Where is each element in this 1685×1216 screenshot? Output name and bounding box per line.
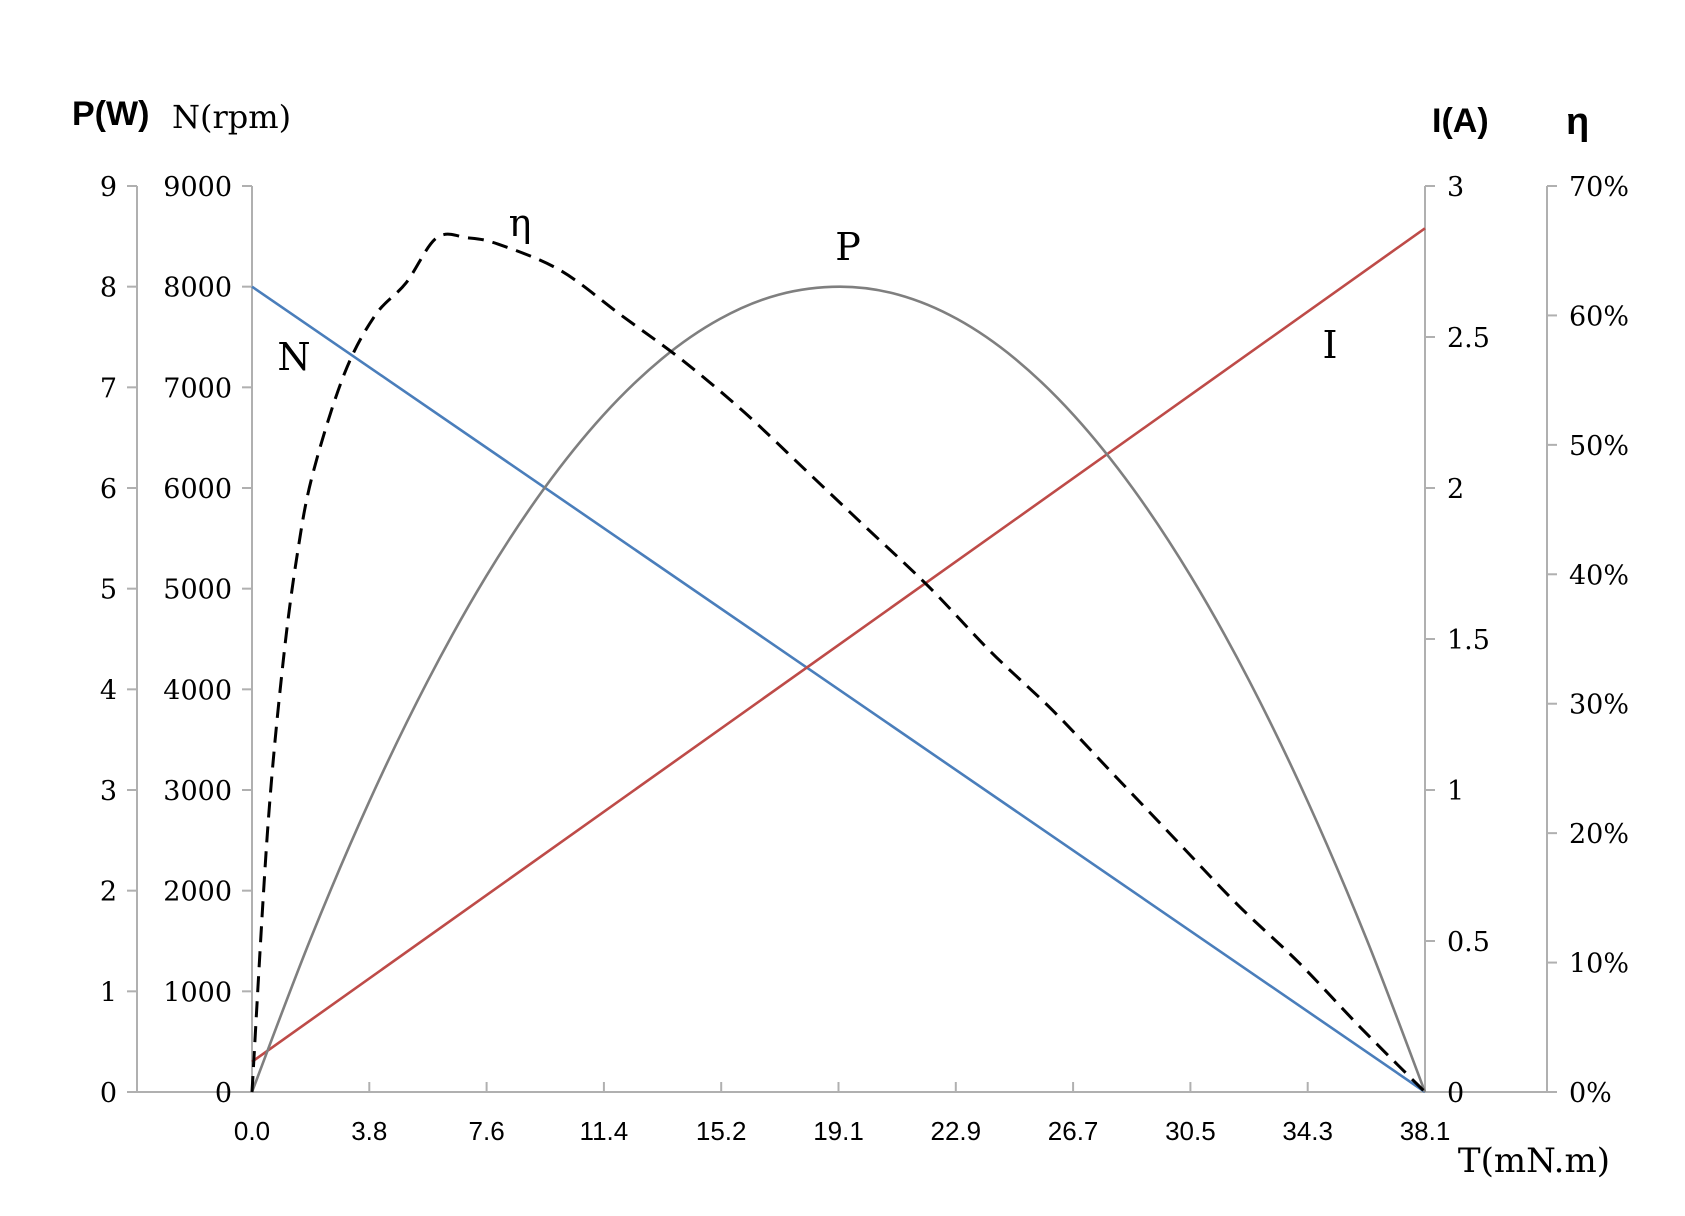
n-tick-label: 0 xyxy=(215,1078,232,1109)
i-axis-title: I(A) xyxy=(1432,102,1489,140)
n-tick-label: 8000 xyxy=(163,273,232,304)
i-tick-label: 0 xyxy=(1447,1078,1464,1109)
x-tick-label: 0.0 xyxy=(234,1116,270,1146)
p-tick-label: 6 xyxy=(100,474,117,505)
n-tick-label: 1000 xyxy=(163,977,232,1008)
labels-layer: 0.0 3.8 7.6 11.4 15.2 19.1 22.9 26.7 30.5 34.3 38.… xyxy=(100,172,1629,1146)
x-tick-label: 38.1 xyxy=(1400,1116,1451,1146)
x-axis-title: T(mN.m) xyxy=(1458,1141,1610,1181)
i-tick-label: 3 xyxy=(1447,172,1464,203)
eta-tick-label: 60% xyxy=(1569,301,1629,332)
axes-layer xyxy=(127,185,1557,1093)
eta-tick-label: 70% xyxy=(1569,172,1629,203)
eta-axis-title: η xyxy=(1566,101,1589,143)
p-tick-label: 5 xyxy=(100,575,117,606)
n-tick-label: 4000 xyxy=(163,675,232,706)
p-tick-label: 0 xyxy=(100,1078,117,1109)
x-tick-label: 30.5 xyxy=(1165,1116,1216,1146)
x-tick-label: 3.8 xyxy=(351,1116,387,1146)
series-1-line xyxy=(251,227,1426,1063)
n-axis-title: N(rpm) xyxy=(172,98,291,136)
i-tick-label: 1.5 xyxy=(1447,625,1490,656)
series-2-line xyxy=(250,285,1427,1093)
n-tick-label: 2000 xyxy=(163,877,232,908)
series-3-line xyxy=(250,232,1427,1094)
eta-tick-label: 10% xyxy=(1569,949,1629,980)
eta-tick-label: 20% xyxy=(1569,819,1629,850)
eta-tick-label: 0% xyxy=(1569,1078,1612,1109)
x-tick-label: 26.7 xyxy=(1048,1116,1099,1146)
n-tick-label: 3000 xyxy=(163,776,232,807)
n-tick-label: 5000 xyxy=(163,575,232,606)
x-tick-label: 19.1 xyxy=(813,1116,864,1146)
series-0-line xyxy=(251,285,1426,1094)
eta-tick-label: 30% xyxy=(1569,690,1629,721)
p-axis-title: P(W) xyxy=(72,95,149,133)
p-tick-label: 8 xyxy=(100,273,117,304)
i-tick-label: 2.5 xyxy=(1447,323,1490,354)
x-tick-label: 22.9 xyxy=(930,1116,981,1146)
p-tick-label: 1 xyxy=(100,977,117,1008)
i-tick-label: 0.5 xyxy=(1447,927,1490,958)
curve-label: η xyxy=(509,201,532,245)
eta-tick-label: 40% xyxy=(1569,560,1629,591)
curve-label: P xyxy=(835,225,861,269)
p-tick-label: 7 xyxy=(100,373,117,404)
n-tick-label: 6000 xyxy=(163,474,232,505)
curve-label: I xyxy=(1322,323,1337,367)
x-tick-label: 7.6 xyxy=(469,1116,505,1146)
x-tick-label: 34.3 xyxy=(1282,1116,1333,1146)
p-tick-label: 9 xyxy=(100,172,117,203)
p-tick-label: 4 xyxy=(100,675,117,706)
curve-label: N xyxy=(277,335,310,379)
i-tick-label: 2 xyxy=(1447,474,1464,505)
series-layer xyxy=(250,227,1427,1094)
n-tick-label: 9000 xyxy=(163,172,232,203)
p-tick-label: 2 xyxy=(100,877,117,908)
p-tick-label: 3 xyxy=(100,776,117,807)
n-tick-label: 7000 xyxy=(163,373,232,404)
x-tick-label: 15.2 xyxy=(696,1116,747,1146)
x-tick-label: 11.4 xyxy=(580,1116,629,1146)
eta-tick-label: 50% xyxy=(1569,431,1629,462)
i-tick-label: 1 xyxy=(1447,776,1464,807)
